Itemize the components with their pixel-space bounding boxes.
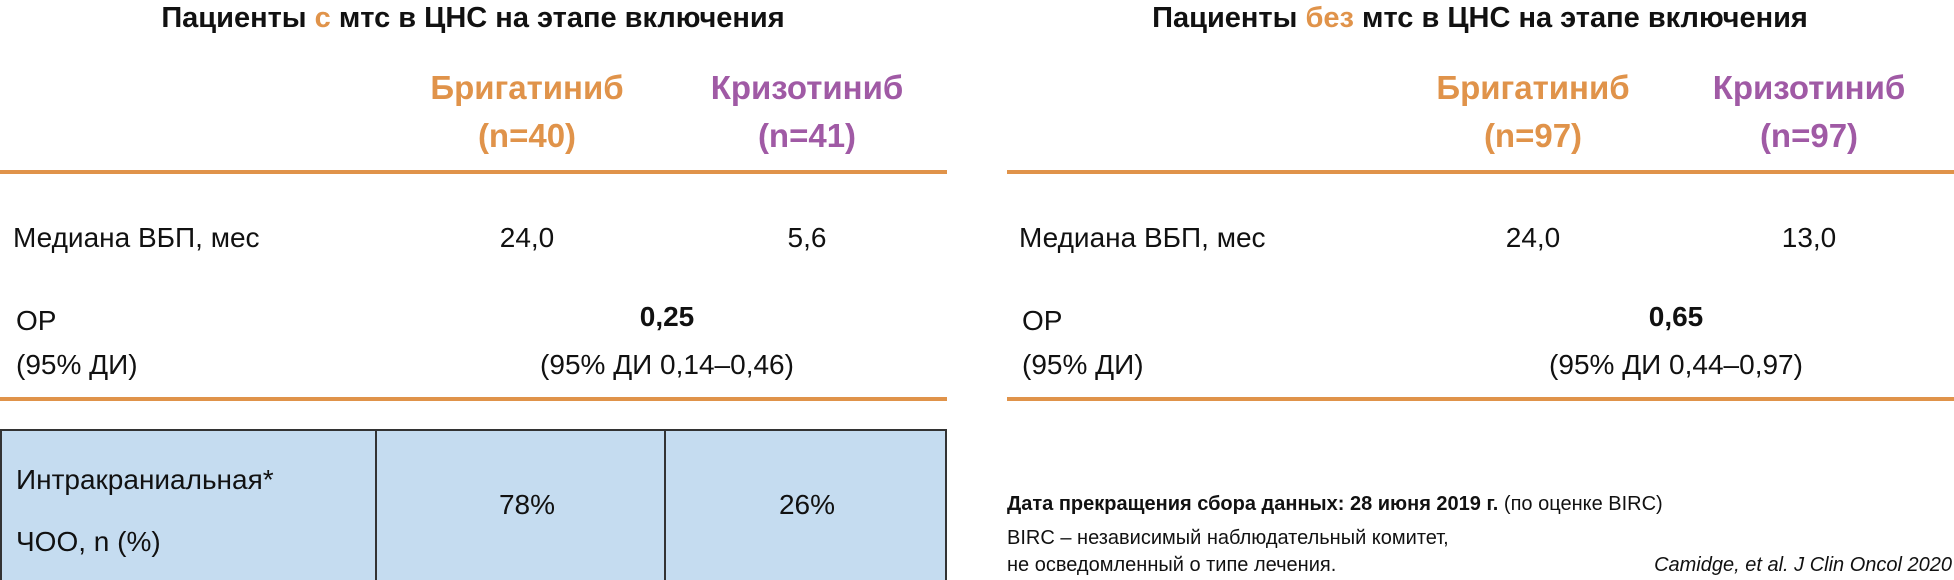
title-text: мтс в ЦНС на этапе включения (1353, 2, 1808, 34)
cell-value: 78% (498, 489, 556, 520)
n-count: (n=97) (1483, 117, 1583, 154)
column-header: Кризотиниб (n=97) (1713, 64, 1906, 160)
panel-title: Пациенты без мтс в ЦНС на этапе включени… (1152, 2, 1808, 35)
title-highlight: с (314, 2, 331, 34)
cell-divider (375, 429, 377, 580)
citation: Camidge, et al. J Clin Oncol 2020 (1654, 554, 1952, 576)
separator (1007, 170, 1954, 174)
cell-value: 5,6 (787, 222, 827, 253)
column-header: Бригатиниб (n=40) (430, 64, 623, 160)
hr-value: 0,65 (1648, 301, 1704, 332)
column-header: Кризотиниб (n=41) (711, 64, 904, 160)
title-text: Пациенты (1152, 2, 1306, 34)
row-label: ОР (16, 305, 57, 336)
separator (0, 397, 947, 401)
row-label: Медиана ВБП, мес (1019, 222, 1266, 253)
n-count: (n=41) (757, 117, 857, 154)
hr-ci: (95% ДИ 0,14–0,46) (540, 349, 794, 380)
row-label: ЧОО, n (%) (16, 526, 161, 557)
footnote-text: (по оценке BIRC) (1498, 493, 1663, 515)
title-highlight: без (1305, 2, 1354, 34)
drug-name: Бригатиниб (1436, 69, 1630, 106)
n-count: (n=97) (1759, 117, 1859, 154)
separator (0, 170, 947, 174)
footnote-bold: Дата прекращения сбора данных: 28 июня 2… (1007, 493, 1499, 515)
column-header: Бригатиниб (n=97) (1436, 64, 1629, 160)
cell-value: 13,0 (1781, 222, 1837, 253)
drug-name: Бригатиниб (430, 69, 624, 106)
hr-ci: (95% ДИ 0,44–0,97) (1549, 349, 1803, 380)
footnote-line: BIRC – независимый наблюдательный комите… (1007, 527, 1449, 549)
cell-value: 24,0 (1505, 222, 1561, 253)
cell-divider (664, 429, 666, 580)
cell-value: 26% (778, 489, 836, 520)
drug-name: Кризотиниб (1712, 69, 1906, 106)
row-label: (95% ДИ) (16, 349, 138, 380)
panel-title: Пациенты с мтс в ЦНС на этапе включения (161, 2, 784, 35)
row-label: Медиана ВБП, мес (13, 222, 260, 253)
footnote-line: не осведомленный о типе лечения. (1007, 554, 1337, 576)
orr-box (0, 429, 947, 580)
cell-value: 24,0 (499, 222, 555, 253)
row-label: (95% ДИ) (1022, 349, 1144, 380)
title-text: Пациенты (161, 2, 315, 34)
hr-value: 0,25 (639, 301, 695, 332)
drug-name: Кризотиниб (710, 69, 904, 106)
separator (1007, 397, 1954, 401)
row-label: ОР (1022, 305, 1063, 336)
title-text: мтс в ЦНС на этапе включения (330, 2, 785, 34)
footnote: Дата прекращения сбора данных: 28 июня 2… (1007, 493, 1663, 516)
n-count: (n=40) (477, 117, 577, 154)
row-label: Интракраниальная* (16, 464, 274, 495)
